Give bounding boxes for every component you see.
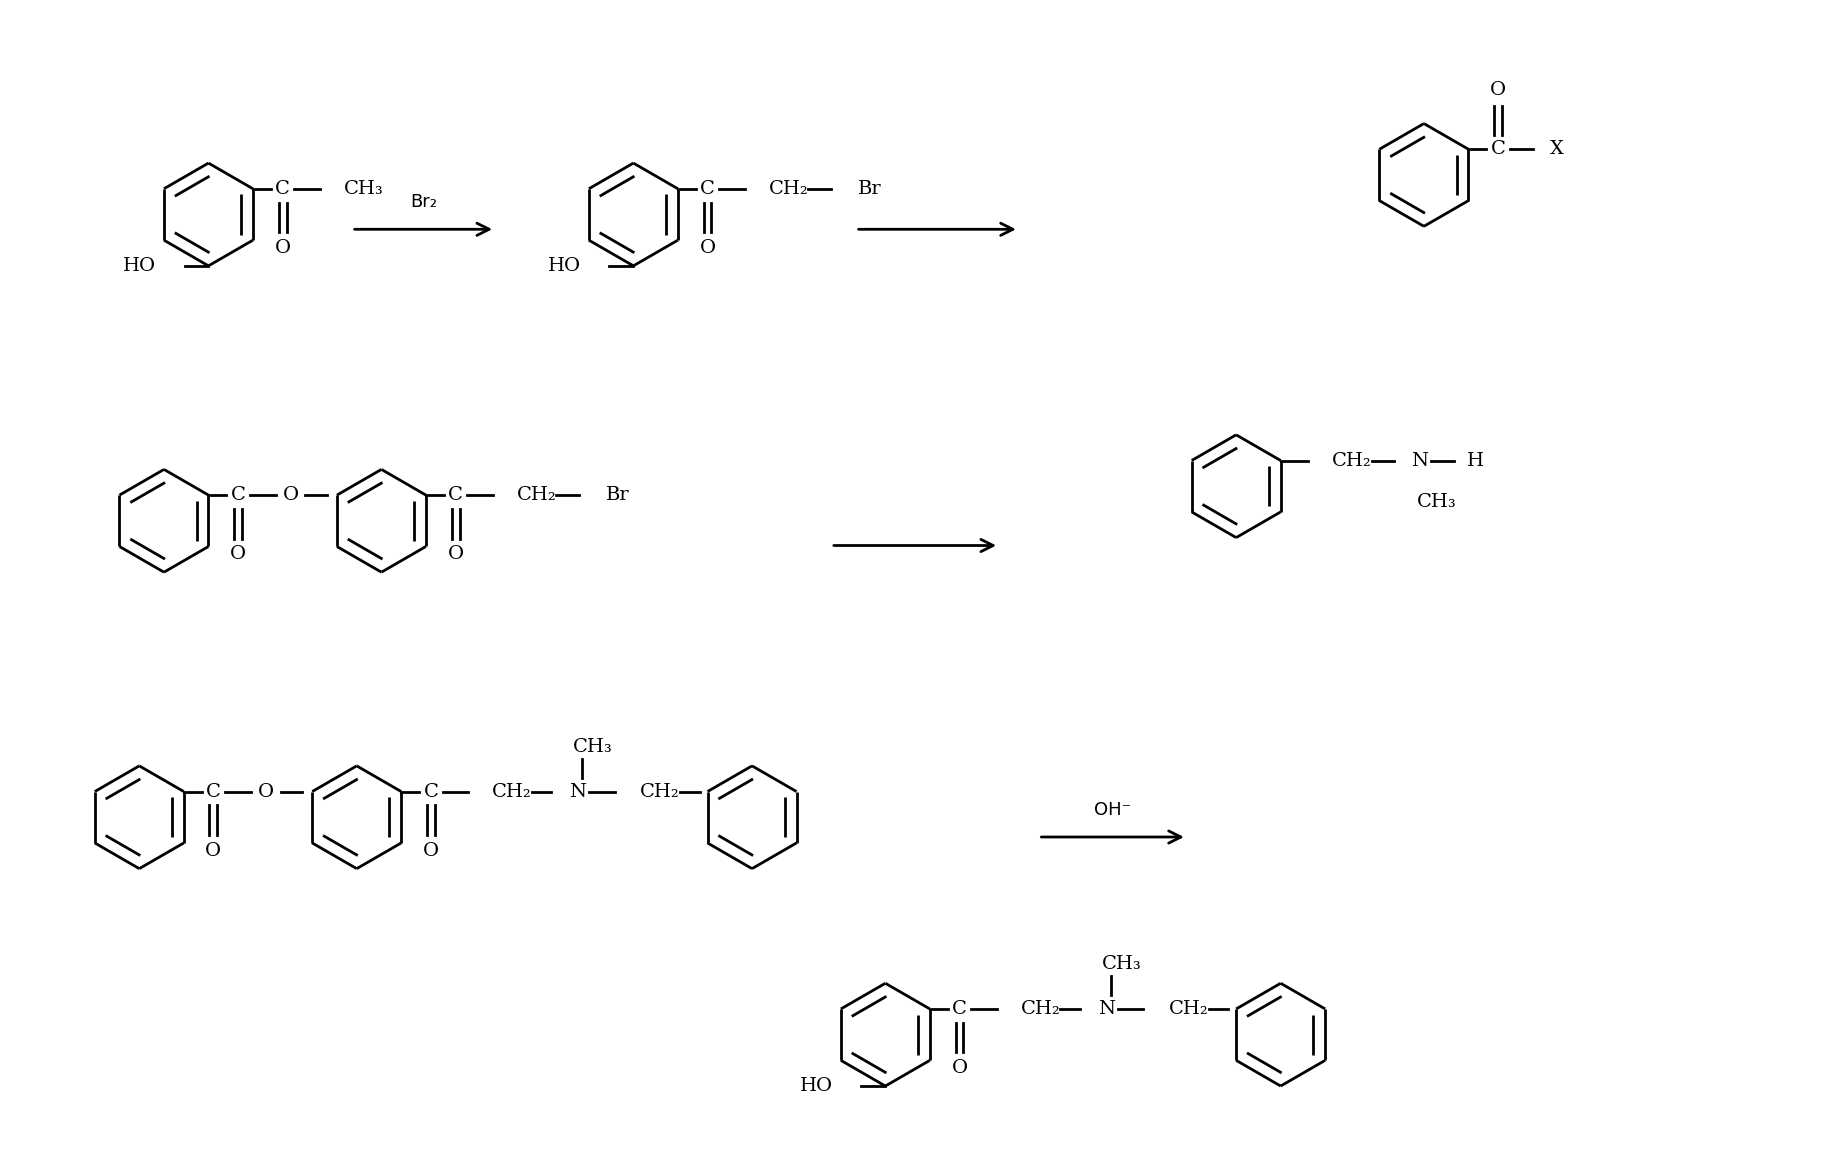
Text: O: O [952, 1059, 966, 1077]
Text: CH₂: CH₂ [1330, 451, 1371, 470]
Text: CH₂: CH₂ [640, 783, 679, 800]
Text: O: O [699, 239, 716, 257]
Text: C: C [231, 486, 245, 504]
Text: O: O [231, 545, 245, 563]
Text: O: O [274, 239, 291, 257]
Text: O: O [205, 841, 221, 860]
Text: C: C [274, 180, 289, 197]
Text: CH₂: CH₂ [1019, 1000, 1060, 1018]
Text: CH₃: CH₃ [344, 180, 384, 197]
Text: Br: Br [856, 180, 880, 197]
Text: H: H [1466, 451, 1482, 470]
Text: CH₂: CH₂ [769, 180, 809, 197]
Text: CH₂: CH₂ [1168, 1000, 1208, 1018]
Text: C: C [448, 486, 463, 504]
Text: O: O [1490, 81, 1506, 99]
Text: C: C [207, 783, 221, 800]
Text: CH₂: CH₂ [492, 783, 531, 800]
Text: C: C [423, 783, 437, 800]
Text: HO: HO [800, 1077, 833, 1095]
Text: HO: HO [123, 257, 156, 275]
Text: CH₃: CH₃ [1416, 494, 1457, 511]
Text: HO: HO [547, 257, 580, 275]
Text: C: C [699, 180, 714, 197]
Text: CH₃: CH₃ [573, 738, 613, 756]
Text: O: O [258, 783, 274, 800]
Text: Br₂: Br₂ [410, 194, 437, 211]
Text: N: N [569, 783, 586, 800]
Text: Br: Br [606, 486, 630, 504]
Text: OH⁻: OH⁻ [1094, 801, 1131, 819]
Text: C: C [1490, 140, 1504, 159]
Text: O: O [423, 841, 439, 860]
Text: N: N [1411, 451, 1427, 470]
Text: CH₂: CH₂ [516, 486, 556, 504]
Text: O: O [447, 545, 463, 563]
Text: CH₃: CH₃ [1102, 955, 1140, 974]
Text: X: X [1548, 140, 1563, 159]
Text: N: N [1098, 1000, 1114, 1018]
Text: C: C [952, 1000, 966, 1018]
Text: O: O [282, 486, 298, 504]
